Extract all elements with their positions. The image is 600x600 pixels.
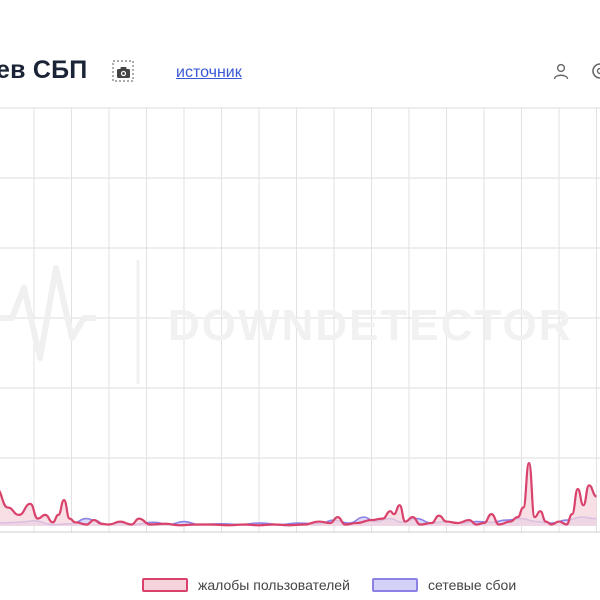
series-area-complaints bbox=[0, 463, 597, 526]
legend-label-outages: сетевые сбои bbox=[428, 577, 517, 593]
watermark: DOWNDETECTOR bbox=[0, 260, 573, 384]
user-icon[interactable] bbox=[552, 62, 570, 80]
series-layer bbox=[0, 461, 597, 527]
chart-legend: жалобы пользователей сетевые сбои bbox=[0, 574, 600, 598]
legend-item-complaints[interactable]: жалобы пользователей bbox=[142, 574, 350, 596]
outage-chart: DOWNDETECTOR 21:0023:0001:0003:0005:0007… bbox=[0, 107, 600, 533]
legend-item-outages[interactable]: сетевые сбои bbox=[372, 574, 516, 596]
page-header: ев СБП источник bbox=[0, 0, 600, 100]
gear-icon[interactable] bbox=[590, 60, 600, 82]
source-link[interactable]: источник bbox=[176, 64, 242, 81]
watermark-logo-icon bbox=[0, 265, 96, 361]
chart-grid bbox=[0, 107, 600, 533]
watermark-text: DOWNDETECTOR bbox=[168, 301, 573, 350]
camera-icon[interactable] bbox=[112, 60, 134, 82]
series-line-complaints bbox=[0, 461, 597, 527]
legend-swatch-complaints bbox=[142, 578, 188, 592]
legend-swatch-outages bbox=[372, 578, 418, 592]
page-title: ев СБП bbox=[0, 56, 88, 84]
legend-label-complaints: жалобы пользователей bbox=[198, 577, 350, 593]
